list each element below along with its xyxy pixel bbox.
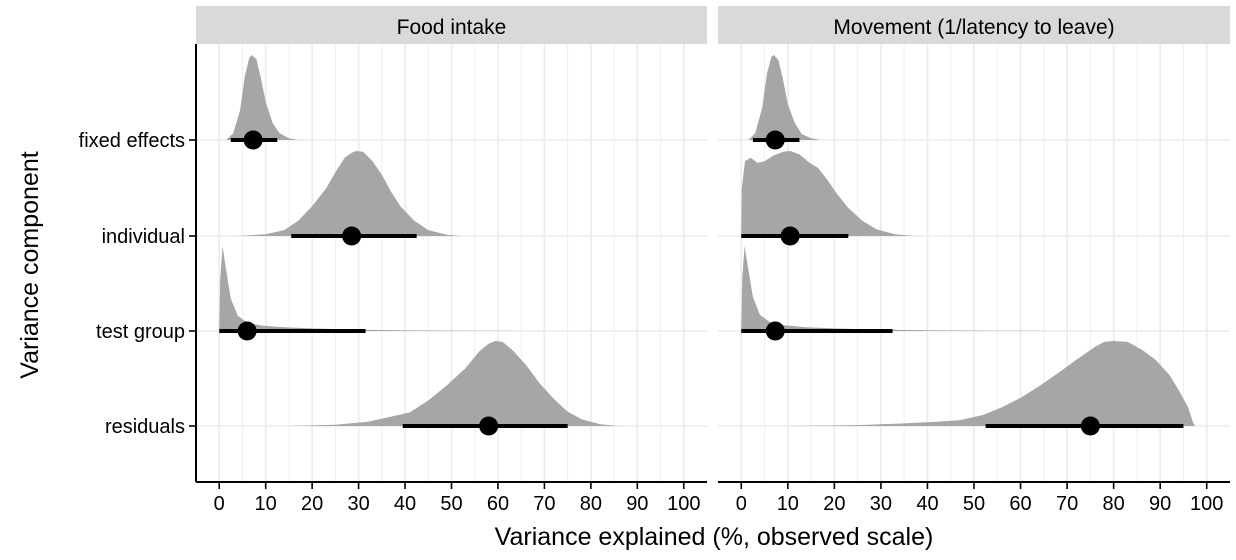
point-estimate-fixed-effects (243, 130, 263, 150)
x-axis-title: Variance explained (%, observed scale) (495, 523, 934, 551)
x-tick-label: 70 (1056, 493, 1078, 515)
y-axis: fixed effects individual test group residua… (79, 44, 197, 482)
x-tick-label: 0 (736, 493, 747, 515)
point-estimate-test-group (765, 321, 785, 341)
y-tick-label: individual (102, 226, 185, 248)
x-tick-label: 60 (1009, 493, 1031, 515)
panel-1: Food intake 0 10 20 30 40 50 60 70 80 90 100 (196, 6, 707, 515)
x-tick-label: 20 (823, 493, 845, 515)
density-ridge-fixed-effects (226, 55, 299, 140)
panel-strip (196, 6, 707, 44)
y-tick-label: fixed effects (79, 130, 185, 152)
x-tick-label: 80 (580, 493, 602, 515)
x-tick-label: 0 (214, 493, 225, 515)
x-tick-label: 80 (1103, 493, 1125, 515)
x-tick-label: 90 (626, 493, 648, 515)
x-tick-label: 20 (301, 493, 323, 515)
point-estimate-test-group (237, 321, 257, 341)
point-estimate-fixed-effects (765, 130, 785, 150)
y-tick-label: residuals (105, 416, 185, 438)
point-estimate-residuals (1080, 416, 1100, 436)
x-tick-label: 100 (667, 493, 700, 515)
x-tick-label: 30 (870, 493, 892, 515)
x-tick-label: 40 (394, 493, 416, 515)
density-ridge-fixed-effects (748, 55, 821, 140)
x-tick-label: 30 (347, 493, 369, 515)
panel-title: Food intake (397, 16, 507, 39)
y-axis-title: Variance component (16, 151, 44, 379)
x-tick-label: 90 (1149, 493, 1171, 515)
density-ridge-individual (237, 151, 461, 236)
x-tick-label: 10 (777, 493, 799, 515)
density-ridge-residuals (288, 341, 619, 426)
x-tick-label: 60 (487, 493, 509, 515)
x-tick-label: 40 (916, 493, 938, 515)
panel-title: Movement (1/latency to leave) (833, 16, 1114, 39)
x-tick-label: 100 (1190, 493, 1223, 515)
panel-2: Movement (1/latency to leave) 0 10 20 30 40 50… (718, 6, 1230, 515)
point-estimate-residuals (479, 416, 499, 436)
point-estimate-individual (780, 226, 800, 246)
x-tick-label: 50 (963, 493, 985, 515)
point-estimate-individual (342, 226, 362, 246)
panel-strip (718, 6, 1230, 44)
x-tick-label: 50 (440, 493, 462, 515)
x-tick-label: 10 (255, 493, 277, 515)
x-tick-label: 70 (533, 493, 555, 515)
density-ridge-residuals (787, 341, 1196, 426)
y-tick-label: test group (96, 321, 185, 343)
density-ridge-test-group (219, 246, 522, 331)
density-ridge-individual (741, 151, 914, 236)
